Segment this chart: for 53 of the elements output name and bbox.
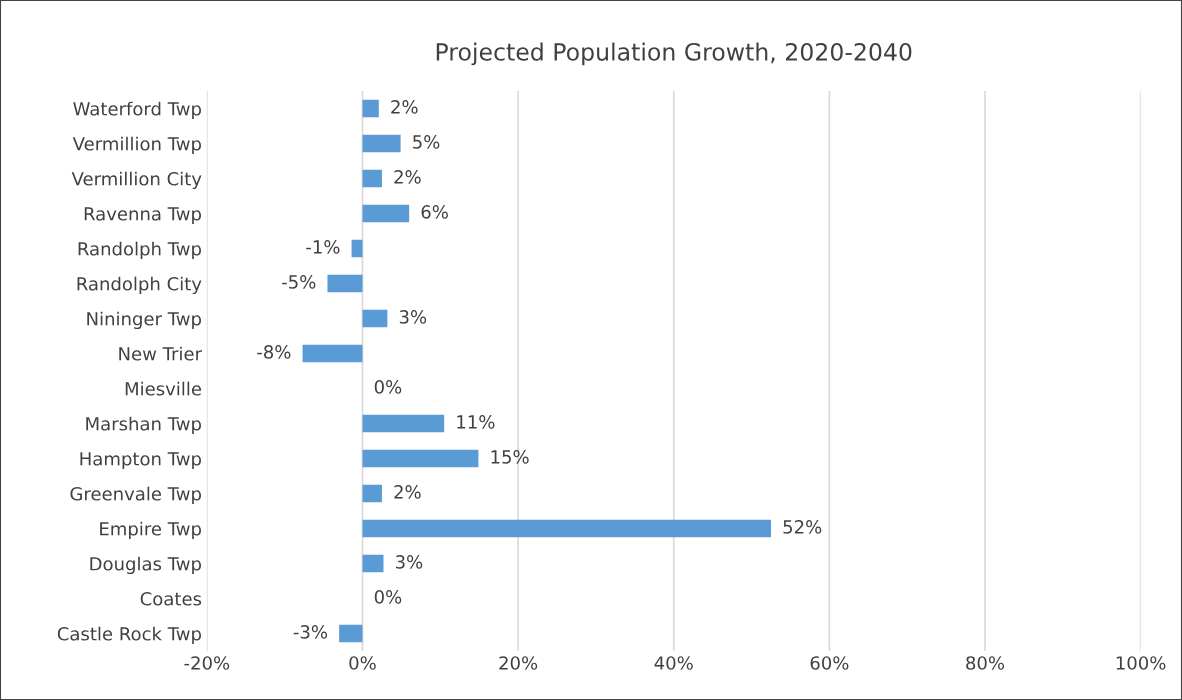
- y-tick-label: Hampton Twp: [80, 452, 201, 470]
- y-tick-label: Waterford Twp: [73, 101, 201, 120]
- bar: [362, 169, 382, 188]
- y-tick-label: Coates: [140, 591, 202, 606]
- x-tick-label: 80%: [966, 656, 1005, 670]
- data-label: 5%: [413, 135, 440, 149]
- data-label: -3%: [293, 625, 328, 639]
- bar: [362, 554, 384, 573]
- bar: [362, 309, 388, 328]
- x-tick-label: 0%: [349, 656, 376, 670]
- data-label: 3%: [395, 555, 423, 569]
- y-tick-label: Vermillion Twp: [72, 136, 202, 155]
- y-tick-label: Ravenna Twp: [84, 207, 201, 225]
- data-label: 2%: [394, 170, 421, 184]
- x-tick-label: 40%: [654, 656, 693, 670]
- chart-title: Projected Population Growth, 2020-2040: [436, 42, 912, 66]
- data-label: -8%: [257, 345, 291, 359]
- y-tick-label: Empire Twp: [100, 521, 201, 540]
- data-label: 15%: [491, 450, 529, 464]
- bar: [362, 449, 479, 468]
- y-tick-label: Randolph Twp: [78, 241, 201, 260]
- data-label: -1%: [306, 240, 340, 254]
- data-label: 52%: [783, 520, 822, 534]
- x-tick-label: -20%: [184, 656, 230, 670]
- y-tick-label: Miesville: [125, 381, 202, 396]
- data-label: 2%: [391, 100, 418, 114]
- y-tick-label: New Trier: [119, 346, 202, 361]
- bar: [362, 414, 445, 433]
- data-label: 3%: [399, 310, 427, 324]
- bar: [302, 344, 363, 363]
- data-label: 2%: [394, 485, 421, 499]
- bar: [362, 99, 379, 118]
- y-tick-label: Randolph City: [77, 276, 202, 295]
- data-label: 6%: [421, 205, 448, 219]
- data-label: -5%: [282, 275, 316, 289]
- bar: [362, 204, 410, 223]
- bar: [339, 624, 363, 643]
- x-tick-label: 60%: [810, 656, 849, 670]
- y-tick-label: Marshan Twp: [86, 416, 202, 435]
- bar: [327, 274, 363, 293]
- y-tick-label: Castle Rock Twp: [57, 626, 201, 645]
- y-tick-label: Douglas Twp: [90, 556, 201, 575]
- data-label: 11%: [457, 415, 495, 429]
- bar: [362, 484, 382, 503]
- x-tick-label: 100%: [1116, 656, 1166, 670]
- y-tick-label: Vermillion City: [71, 171, 202, 190]
- y-tick-label: Greenvale Twp: [70, 486, 201, 505]
- y-tick-label: Nininger Twp: [87, 311, 201, 330]
- x-tick-label: 20%: [499, 656, 538, 670]
- bar: [362, 134, 401, 153]
- data-label: 0%: [374, 380, 402, 394]
- bar: [362, 519, 772, 538]
- data-label: 0%: [374, 590, 402, 604]
